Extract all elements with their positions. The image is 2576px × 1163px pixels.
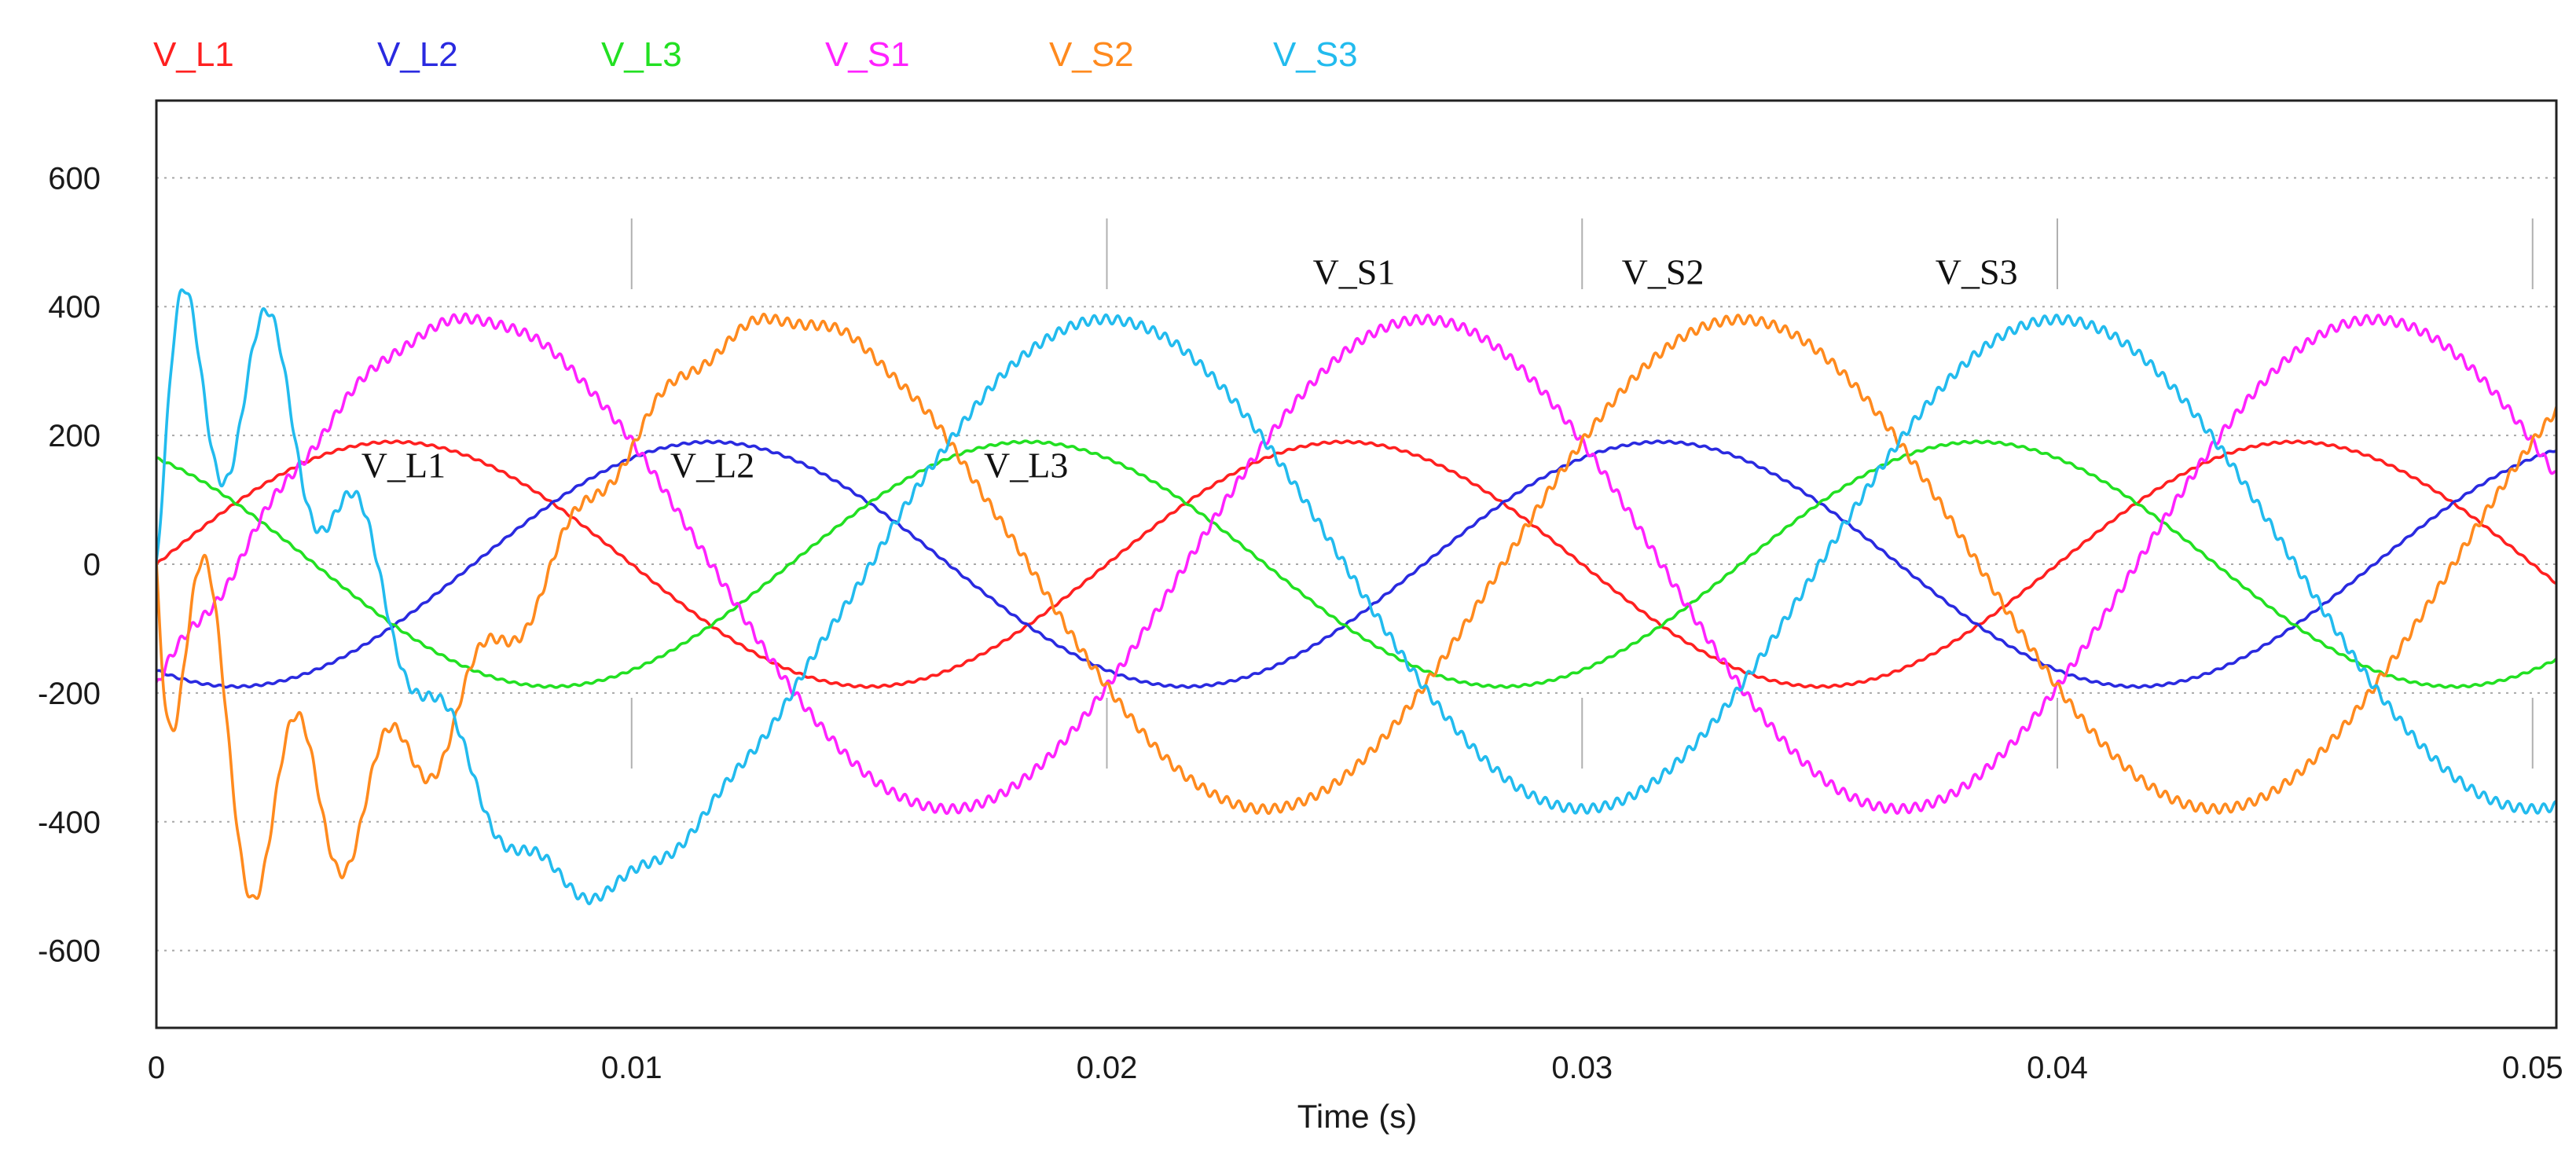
curve-annotation: V_S1 [1313, 252, 1396, 292]
legend-item-v-s3: V_S3 [1273, 35, 1358, 74]
plot-area [156, 288, 2556, 906]
series-v-s1-line [156, 312, 2556, 816]
y-tick-label: 400 [48, 290, 101, 325]
x-axis-title: Time (s) [1297, 1098, 1417, 1135]
legend-item-v-l3: V_L3 [601, 35, 682, 74]
grid [156, 101, 2556, 1028]
legend-item-v-l1: V_L1 [153, 35, 234, 74]
legend-item-v-s2: V_S2 [1049, 35, 1134, 74]
y-tick-label: 200 [48, 419, 101, 453]
y-tick-label: -600 [38, 934, 101, 969]
x-tick-label: 0.02 [1077, 1051, 1138, 1085]
x-tick-label: 0.01 [601, 1051, 662, 1085]
x-axis: 0 0.01 0.02 0.03 0.04 0.05 [148, 1051, 2563, 1085]
x-tick-label: 0.05 [2502, 1051, 2563, 1085]
curve-annotation: V_L3 [984, 445, 1068, 485]
legend-item-v-l2: V_L2 [377, 35, 458, 74]
x-tick-label: 0 [148, 1051, 165, 1085]
y-axis: 600 400 200 0 -200 -400 -600 [38, 161, 101, 968]
legend: V_L1 V_L2 V_L3 V_S1 V_S2 V_S3 [153, 35, 1358, 74]
curve-annotation: V_L1 [361, 445, 446, 485]
x-tick-label: 0.03 [1551, 1051, 1613, 1085]
series-v-l1-line [156, 439, 2556, 689]
series-v-s3-line [156, 288, 2556, 906]
y-tick-label: -200 [38, 677, 101, 711]
annotations: V_L1 V_L2 V_L3 V_S1 V_S2 V_S3 [361, 252, 2018, 486]
x-tick-label: 0.04 [2027, 1051, 2088, 1085]
curve-annotation: V_S2 [1622, 252, 1704, 292]
y-tick-label: -400 [38, 805, 101, 840]
series-layer [156, 288, 2556, 906]
series-v-l2-line [156, 439, 2556, 689]
curve-annotation: V_L2 [670, 445, 754, 485]
y-tick-label: 600 [48, 161, 101, 196]
plot-frame [155, 99, 2558, 1029]
curve-annotation: V_S3 [1936, 252, 2018, 292]
legend-item-v-s1: V_S1 [825, 35, 910, 74]
y-tick-label: 0 [83, 548, 101, 582]
series-v-s2-line [156, 312, 2556, 901]
series-v-l3-line [156, 439, 2556, 689]
